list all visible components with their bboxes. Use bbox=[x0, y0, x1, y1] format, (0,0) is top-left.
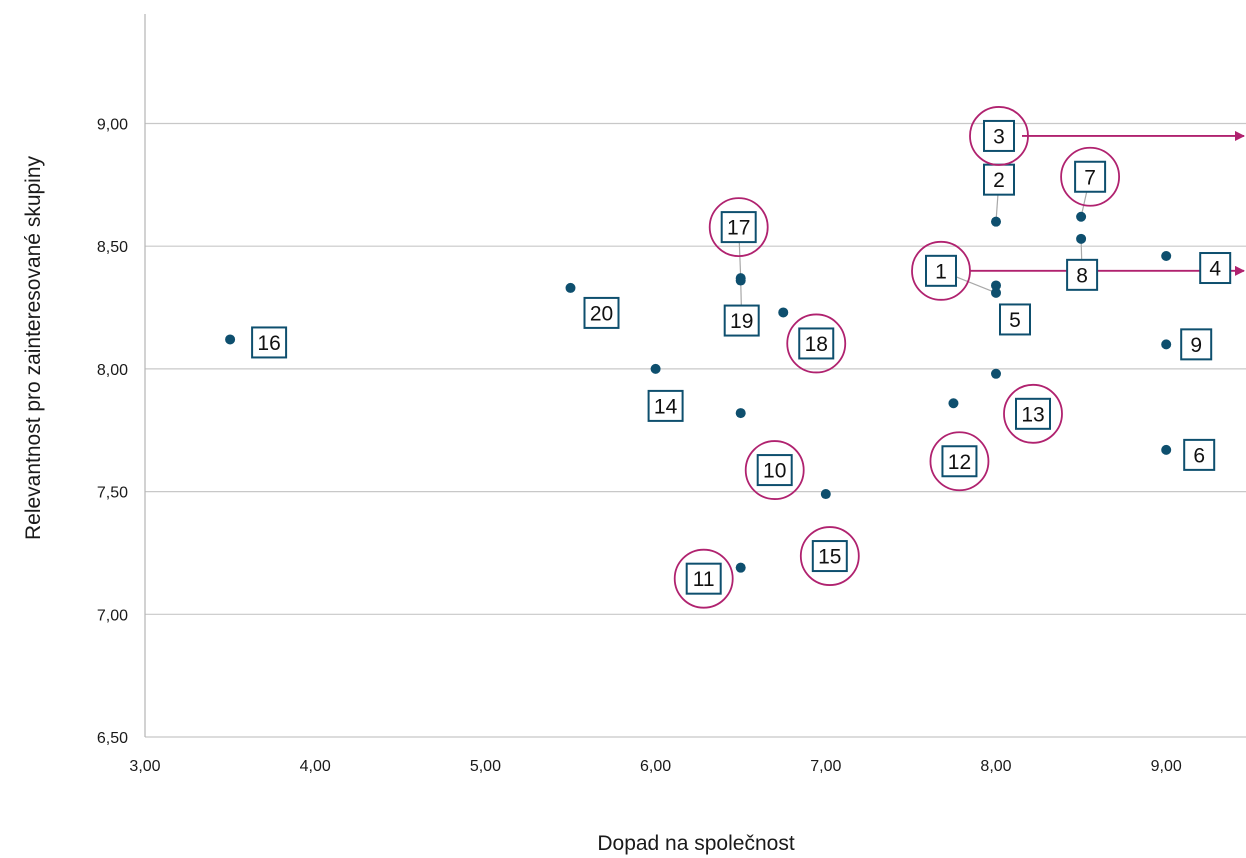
data-point bbox=[820, 489, 831, 500]
leader-lines bbox=[738, 176, 1091, 321]
point-label-text: 4 bbox=[1209, 258, 1221, 281]
point-label-box bbox=[720, 211, 757, 244]
point-label-box bbox=[1199, 252, 1232, 285]
data-points bbox=[225, 174, 1172, 573]
data-point bbox=[1161, 251, 1172, 262]
x-tick-label: 4,00 bbox=[300, 758, 331, 775]
arrows bbox=[970, 130, 1245, 276]
x-tick-label: 9,00 bbox=[1151, 758, 1182, 775]
highlight-ring bbox=[708, 197, 769, 258]
y-axis-title: Relevantnost pro zainteresované skupiny bbox=[22, 155, 45, 540]
x-axis-title: Dopad na společnost bbox=[597, 832, 794, 855]
y-tick-label: 6,50 bbox=[97, 730, 128, 747]
data-point bbox=[735, 562, 746, 573]
highlight-ring bbox=[673, 548, 734, 609]
data-point bbox=[1076, 233, 1087, 244]
data-point bbox=[991, 368, 1001, 379]
data-point bbox=[225, 334, 236, 345]
point-label-text: 8 bbox=[1076, 264, 1088, 287]
data-point bbox=[778, 307, 789, 318]
highlight-ring bbox=[1003, 383, 1063, 444]
point-label-box bbox=[983, 119, 1015, 152]
point-label-box bbox=[1074, 160, 1107, 193]
x-tick-label: 8,00 bbox=[980, 758, 1011, 775]
point-label-text: 19 bbox=[730, 310, 753, 333]
highlight-ring bbox=[786, 313, 847, 374]
point-label-box bbox=[647, 389, 684, 422]
data-point bbox=[650, 363, 661, 374]
highlight-ring bbox=[969, 106, 1029, 166]
data-point bbox=[991, 216, 1001, 227]
point-label-text: 6 bbox=[1193, 444, 1205, 467]
point-label-box bbox=[798, 327, 835, 360]
y-tick-label: 9,00 bbox=[97, 117, 128, 134]
highlight-ring bbox=[799, 526, 860, 586]
point-label-box bbox=[925, 254, 957, 287]
x-tick-label: 3,00 bbox=[129, 758, 160, 775]
y-tick-label: 7,50 bbox=[97, 485, 128, 502]
point-label-box bbox=[583, 296, 620, 329]
point-label-box bbox=[723, 304, 760, 337]
point-label-box bbox=[251, 326, 288, 359]
data-point bbox=[991, 280, 1001, 291]
data-point bbox=[565, 282, 576, 293]
x-tick-labels: 3,00 4,00 5,00 6,00 7,00 8,00 9,00 bbox=[129, 758, 1181, 775]
point-label-text: 20 bbox=[590, 302, 613, 325]
point-label-box bbox=[685, 562, 722, 595]
data-point bbox=[735, 275, 746, 286]
point-label-text: 18 bbox=[805, 333, 828, 356]
point-label-box bbox=[1180, 328, 1213, 361]
x-tick-label: 6,00 bbox=[640, 758, 671, 775]
point-label-box bbox=[941, 445, 978, 478]
point-label-text: 11 bbox=[693, 568, 715, 591]
x-tick-label: 5,00 bbox=[470, 758, 501, 775]
data-point bbox=[1161, 444, 1172, 455]
point-label-box bbox=[1015, 397, 1051, 430]
point-label-text: 7 bbox=[1084, 166, 1096, 189]
x-tick-label: 7,00 bbox=[810, 758, 841, 775]
y-tick-label: 7,00 bbox=[97, 607, 128, 624]
point-label-box bbox=[999, 303, 1031, 336]
point-label-text: 12 bbox=[948, 451, 971, 474]
point-label-text: 2 bbox=[993, 169, 1005, 192]
highlight-ring bbox=[911, 240, 971, 301]
y-tick-label: 8,00 bbox=[97, 362, 128, 379]
point-label-text: 17 bbox=[727, 217, 750, 240]
highlight-ring bbox=[1060, 146, 1120, 207]
data-point bbox=[1076, 211, 1087, 222]
point-label-text: 13 bbox=[1021, 403, 1044, 426]
point-label-box bbox=[756, 454, 793, 487]
point-label-text: 14 bbox=[654, 395, 678, 418]
highlight-ring bbox=[929, 431, 990, 492]
point-label-text: 3 bbox=[993, 125, 1005, 148]
point-label-text: 15 bbox=[818, 546, 841, 569]
y-tick-label: 8,50 bbox=[97, 239, 128, 256]
point-label-text: 5 bbox=[1009, 309, 1021, 332]
point-label-text: 16 bbox=[257, 332, 280, 355]
point-label-box bbox=[1066, 258, 1099, 291]
data-point bbox=[735, 408, 746, 419]
highlight-ring bbox=[744, 440, 805, 500]
data-point bbox=[991, 287, 1001, 298]
point-label-text: 1 bbox=[935, 260, 947, 283]
point-label-text: 10 bbox=[763, 460, 786, 483]
data-point bbox=[948, 398, 959, 409]
data-point bbox=[1161, 339, 1172, 350]
point-label-box bbox=[811, 540, 848, 573]
y-tick-labels: 6,50 7,00 7,50 8,00 8,50 9,00 bbox=[97, 117, 128, 748]
point-label-text: 9 bbox=[1190, 334, 1202, 357]
point-label-box bbox=[1183, 438, 1216, 471]
grid-lines bbox=[145, 122, 1246, 738]
